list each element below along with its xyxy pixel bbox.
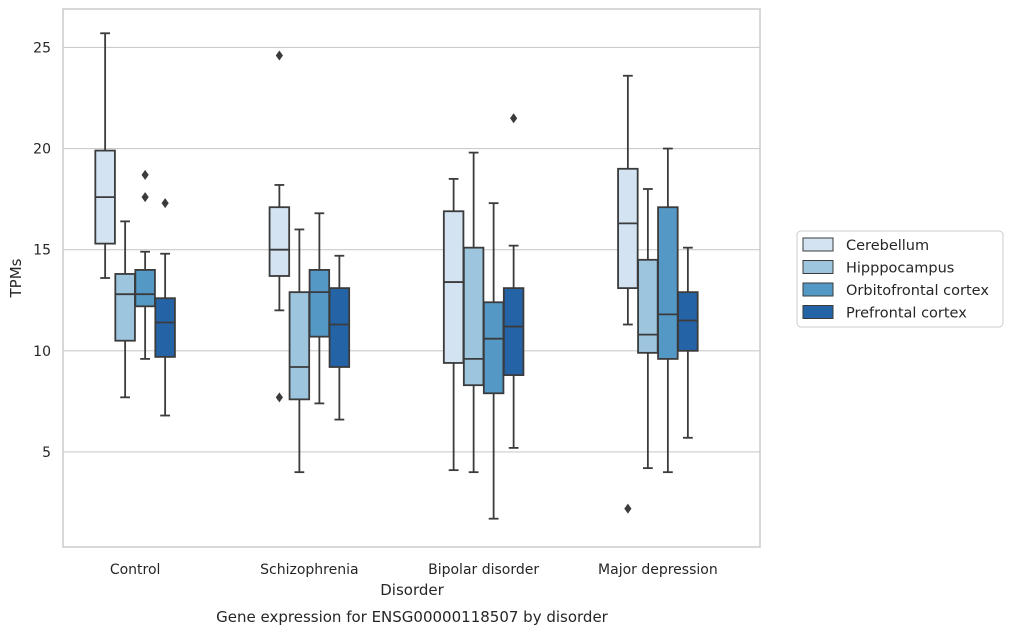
x-tick-labels: Control Schizophrenia Bipolar disorder Majo… [110, 562, 718, 578]
y-tick-label: 25 [33, 40, 51, 56]
box-body [617, 167, 639, 290]
box-body [288, 291, 311, 401]
box [154, 198, 176, 417]
legend: Cerebellum Hipppocampus Orbitofrontal cort… [796, 230, 1004, 328]
box [637, 188, 659, 470]
series-prefrontal-cortex [154, 113, 699, 449]
series-cerebellum [94, 32, 639, 514]
plot-frame [62, 8, 761, 548]
x-tick-label: Control [110, 562, 161, 578]
box [462, 151, 485, 474]
legend-swatch [802, 260, 834, 274]
outlier-point [141, 169, 149, 180]
box-body [308, 269, 331, 338]
box [617, 74, 639, 514]
box-body [268, 206, 291, 277]
box [288, 228, 311, 474]
outlier-point [624, 503, 632, 514]
box [502, 113, 525, 449]
box [134, 169, 156, 360]
legend-swatch [802, 282, 834, 297]
y-tick-labels: 5 10 15 20 25 [33, 40, 51, 461]
box [482, 202, 505, 520]
series-hipppocampus [114, 151, 659, 474]
box [94, 32, 116, 279]
legend-label: Cerebellum [846, 238, 929, 254]
chart-caption: Gene expression for ENSG00000118507 by d… [216, 608, 609, 626]
legend-swatch [802, 237, 834, 252]
y-tick-label: 5 [42, 445, 51, 461]
x-tick-label: Major depression [598, 562, 718, 578]
box-body [154, 297, 176, 358]
y-tick-label: 15 [33, 243, 51, 259]
box [677, 246, 699, 439]
legend-label: Hipppocampus [846, 261, 954, 277]
series-orbitofrontal-cortex [134, 147, 679, 520]
box-body [442, 210, 465, 364]
box-body [462, 246, 485, 387]
box [114, 220, 136, 399]
outlier-point [161, 198, 169, 209]
box-body [657, 206, 679, 360]
legend-label: Prefrontal cortex [846, 306, 967, 322]
box-body [328, 287, 351, 368]
legend-label: Orbitofrontal cortex [846, 283, 989, 299]
box-body [114, 273, 136, 342]
y-tick-label: 20 [33, 142, 51, 158]
box-body [637, 258, 659, 354]
box [268, 50, 291, 403]
box-body [502, 287, 525, 376]
outlier-point [141, 192, 149, 203]
box [328, 254, 351, 421]
x-tick-label: Bipolar disorder [428, 562, 539, 578]
outlier-point [275, 50, 283, 61]
box-body [482, 301, 505, 395]
x-axis-title: Disorder [380, 581, 444, 599]
legend-swatch [802, 305, 834, 319]
y-axis-title: TPMs [7, 258, 25, 298]
box [657, 147, 679, 474]
box-body [134, 269, 156, 308]
box-body [677, 291, 699, 352]
x-tick-label: Schizophrenia [260, 562, 358, 578]
box-series [94, 32, 699, 520]
legend-frame [796, 230, 1004, 328]
grid-lines [63, 46, 760, 453]
outlier-point [275, 392, 283, 403]
y-tick-label: 10 [33, 344, 51, 360]
outlier-point [510, 113, 518, 124]
